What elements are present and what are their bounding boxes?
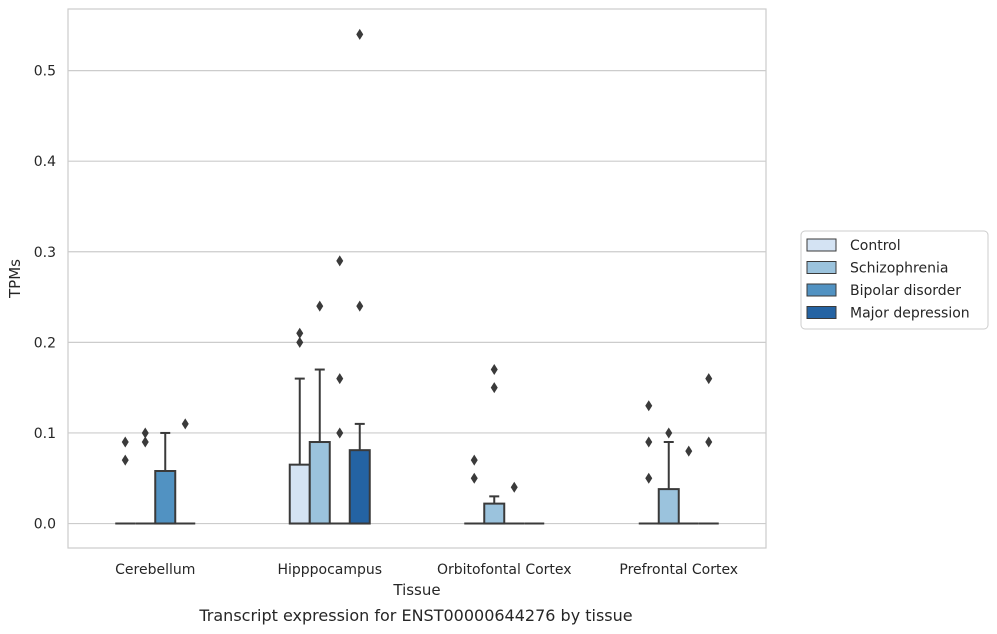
y-tick-label: 0.1 (34, 426, 56, 442)
box-body (288, 463, 311, 525)
plot-area-frame (67, 8, 767, 549)
box-body (154, 470, 177, 525)
outlier-point (685, 445, 693, 457)
outlier-point (645, 436, 653, 448)
box-body (348, 449, 371, 525)
x-tick-label: Cerebellum (115, 562, 195, 578)
y-axis-label: TPMs (6, 259, 24, 299)
y-tick-label: 0.3 (34, 245, 56, 261)
outlier-point (296, 336, 304, 348)
legend-swatch (806, 238, 837, 252)
box-bipolar-disorder-2 (504, 481, 525, 525)
box-bipolar-disorder-1 (329, 255, 350, 525)
outlier-point (141, 436, 149, 448)
box-major-depression-3 (698, 373, 719, 525)
legend-label: Major depression (850, 306, 970, 322)
box-major-depression-1 (348, 28, 371, 525)
box-major-depression-0 (175, 418, 196, 525)
legend-label: Schizophrenia (850, 261, 948, 277)
y-tick-label: 0.4 (34, 154, 56, 170)
box-bipolar-disorder-3 (678, 445, 699, 525)
outlier-point (121, 454, 129, 466)
outlier-point (705, 436, 713, 448)
legend-frame (800, 230, 989, 330)
box-bipolar-disorder-0 (154, 431, 177, 525)
box-schizophrenia-1 (308, 300, 331, 525)
box-schizophrenia-3 (657, 427, 680, 525)
y-tick-label: 0.2 (34, 335, 56, 351)
box-control-1 (288, 327, 311, 525)
box-schizophrenia-2 (483, 364, 506, 525)
outlier-point (510, 481, 518, 493)
outlier-point (336, 427, 344, 439)
box-body (308, 441, 331, 525)
outlier-point (470, 472, 478, 484)
outlier-point (336, 373, 344, 385)
outlier-point (470, 454, 478, 466)
box-control-3 (638, 400, 659, 525)
legend-swatch (806, 261, 837, 274)
x-tick-label: Hipppocampus (277, 562, 382, 578)
outlier-point (705, 373, 713, 385)
outlier-point (356, 28, 364, 40)
y-tick-label: 0.0 (34, 517, 56, 533)
boxes-layer (115, 28, 719, 525)
y-axis-ticks: 0.0 0.1 0.2 0.3 0.4 0.5 (34, 64, 56, 533)
outlier-point (121, 436, 129, 448)
figure-caption: Transcript expression for ENST0000064427… (199, 606, 633, 625)
outlier-point (336, 255, 344, 267)
outlier-point (316, 300, 324, 312)
legend: Control Schizophrenia Bipolar disorder Majo… (800, 230, 989, 330)
outlier-point (490, 382, 498, 394)
outlier-point (296, 327, 304, 339)
legend-swatch (806, 283, 837, 297)
box-control-0 (115, 436, 136, 525)
outlier-point (665, 427, 673, 439)
box-control-2 (464, 454, 485, 525)
x-tick-label: Prefrontal Cortex (619, 562, 738, 578)
x-axis-label: Tissue (392, 581, 440, 599)
outlier-point (490, 364, 498, 376)
legend-label: Bipolar disorder (850, 283, 961, 299)
box-schizophrenia-0 (135, 427, 156, 525)
y-tick-label: 0.5 (34, 64, 56, 80)
outlier-point (356, 300, 364, 312)
x-axis-ticks: Cerebellum Hipppocampus Orbitofontal Corte… (115, 562, 738, 578)
x-tick-label: Orbitofontal Cortex (437, 562, 572, 578)
outlier-point (645, 472, 653, 484)
gridlines (68, 69, 766, 525)
box-body (483, 502, 506, 525)
legend-swatch (806, 306, 837, 319)
legend-label: Control (850, 238, 901, 254)
box-body (657, 488, 680, 525)
outlier-point (645, 400, 653, 412)
outlier-point (141, 427, 149, 439)
outlier-point (181, 418, 189, 430)
